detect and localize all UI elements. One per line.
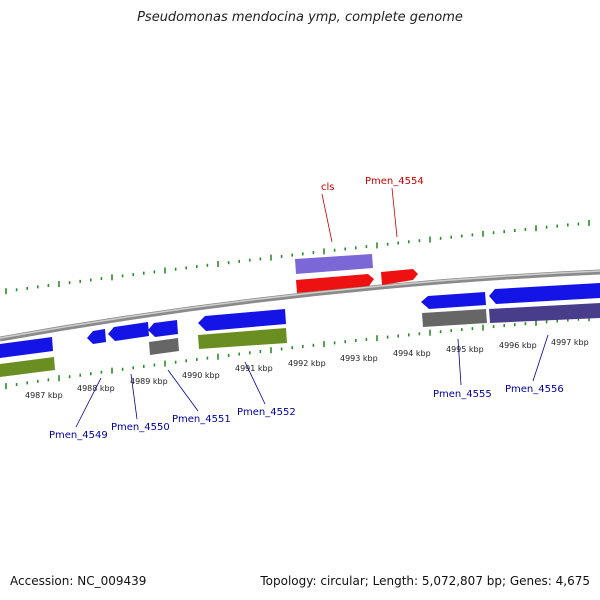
tick-label: 4989 kbp <box>130 377 168 386</box>
feature-slate-right[interactable] <box>489 303 600 323</box>
genome-backbone <box>0 269 600 342</box>
leader-line-pmen-4550 <box>130 373 138 420</box>
tick-label: 4992 kbp <box>288 359 326 368</box>
tick-label: 4991 kbp <box>235 364 273 373</box>
feature-rna-shadow[interactable] <box>295 254 373 274</box>
tick-label: 4990 kbp <box>182 371 220 380</box>
leader-line-pmen-4555 <box>457 338 462 386</box>
leader-line-pmen-4551 <box>167 369 199 412</box>
gene-label-pmen-4550[interactable]: Pmen_4550 <box>111 422 170 433</box>
gene-label-pmen-4555[interactable]: Pmen_4555 <box>433 389 492 400</box>
outer-tick-row <box>5 219 590 295</box>
feature-green-left[interactable] <box>0 357 55 377</box>
feature-cds-left[interactable] <box>0 337 53 358</box>
accession-text: Accession: NC_009439 <box>10 574 147 588</box>
leader-line-pmen-4556 <box>532 334 549 382</box>
gene-label-pmen-4549[interactable]: Pmen_4549 <box>49 430 108 441</box>
feature-gray-right[interactable] <box>422 309 487 327</box>
leader-line-cls <box>321 193 333 243</box>
feature-green-mid[interactable] <box>198 328 287 349</box>
map-title: Pseudomonas mendocina ymp, complete geno… <box>137 10 463 25</box>
gene-label-pmen-4552[interactable]: Pmen_4552 <box>237 407 296 418</box>
gene-label-pmen-4556[interactable]: Pmen_4556 <box>505 384 564 395</box>
gene-label-pmen-4554[interactable]: Pmen_4554 <box>365 176 424 187</box>
feature-pmen-4550[interactable] <box>108 322 149 341</box>
feature-pmen-4555[interactable] <box>421 292 486 309</box>
leader-line-pmen-4549 <box>75 377 102 428</box>
tick-label: 4995 kbp <box>446 345 484 354</box>
feature-gray-small[interactable] <box>149 338 179 355</box>
tick-label: 4997 kbp <box>551 338 589 347</box>
genome-backbone-highlight <box>0 270 600 339</box>
leader-line-pmen-4554 <box>391 187 398 238</box>
feature-pmen-4554[interactable] <box>381 269 418 285</box>
feature-pmen-4552[interactable] <box>198 309 286 331</box>
gene-label-cls[interactable]: cls <box>321 182 335 193</box>
tick-label: 4987 kbp <box>25 391 63 400</box>
feature-pmen-4551[interactable] <box>148 320 178 337</box>
feature-pmen-4556[interactable] <box>489 283 600 304</box>
feature-cls[interactable] <box>296 274 374 293</box>
inner-tick-row <box>5 315 590 390</box>
tick-label: 4994 kbp <box>393 349 431 358</box>
leader-line-pmen-4552 <box>244 361 266 405</box>
tick-label: 4993 kbp <box>340 354 378 363</box>
tick-label: 4996 kbp <box>499 341 537 350</box>
feature-pmen-4549[interactable] <box>87 329 106 344</box>
gene-label-pmen-4551[interactable]: Pmen_4551 <box>172 414 231 425</box>
genome-summary-text: Topology: circular; Length: 5,072,807 bp… <box>260 574 590 588</box>
